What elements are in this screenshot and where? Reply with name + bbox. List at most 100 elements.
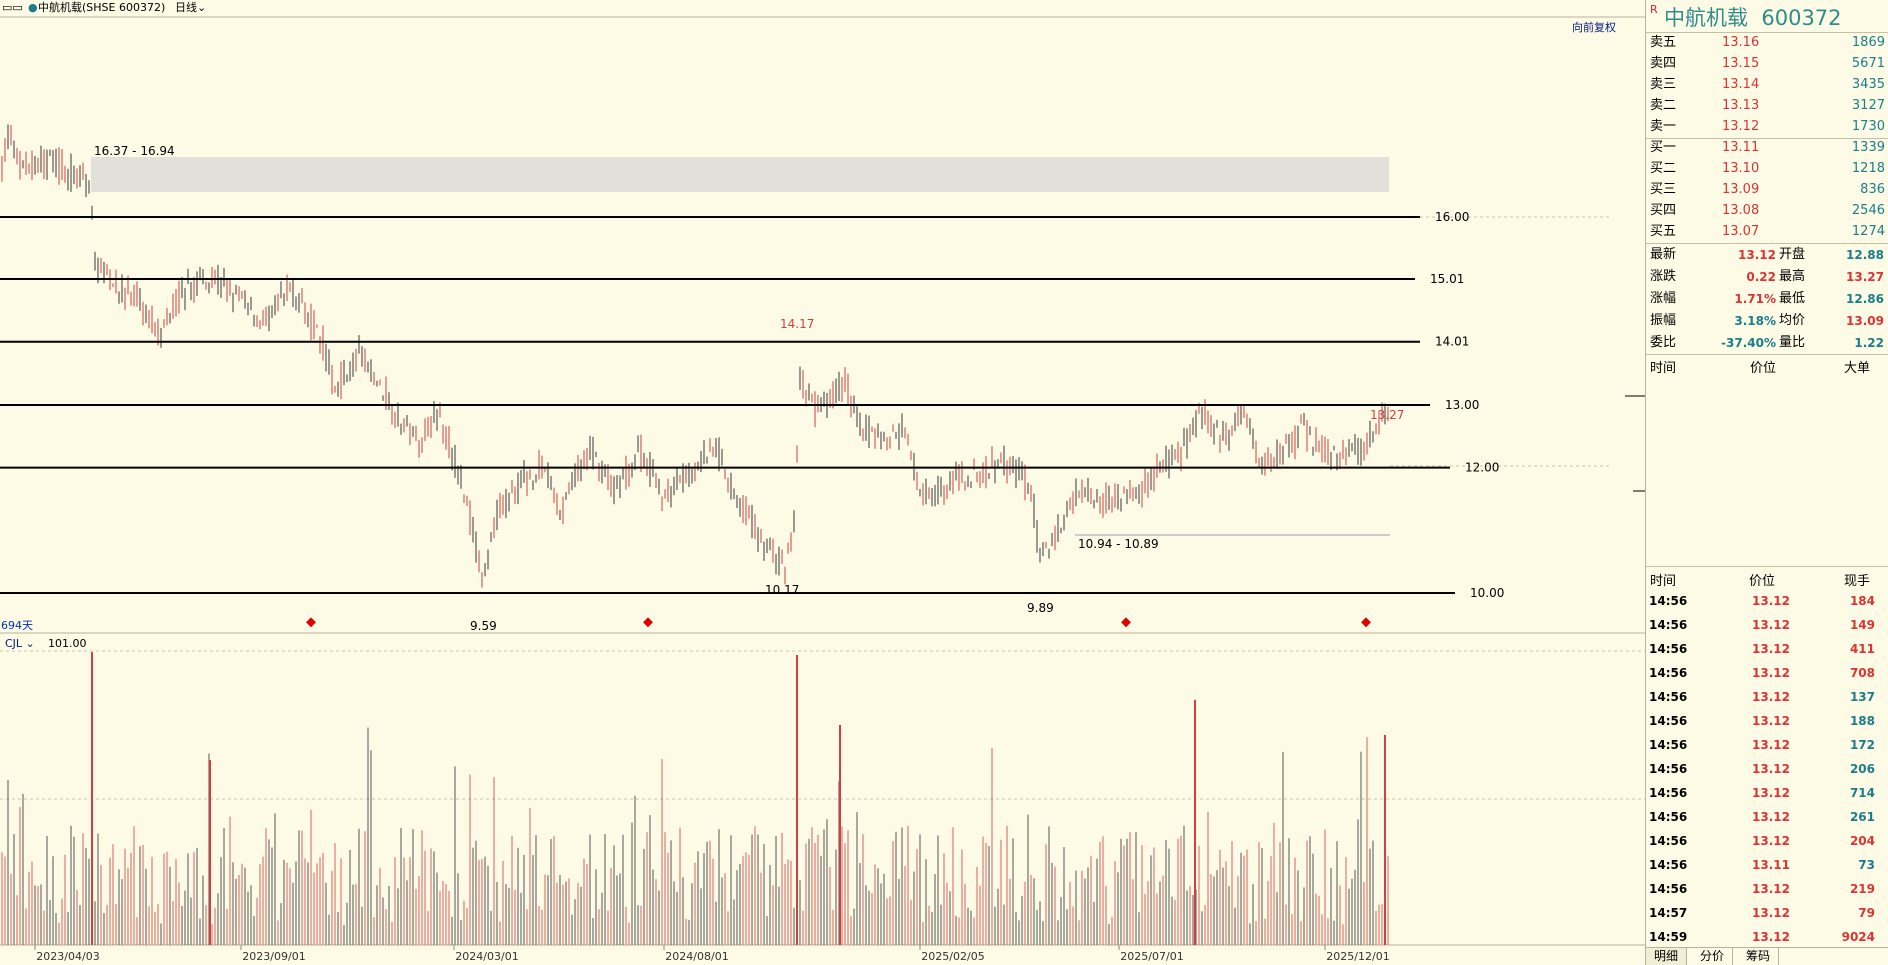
stat-label: 均价 xyxy=(1779,313,1806,328)
tick-row[interactable]: 14:56 13.12 219 xyxy=(1646,877,1888,901)
tick-price: 13.12 xyxy=(1752,786,1790,800)
level-label: 16.00 xyxy=(1435,210,1469,224)
tick-row[interactable]: 14:56 13.12 206 xyxy=(1646,757,1888,781)
tick-volume: 137 xyxy=(1849,690,1875,704)
divider xyxy=(1646,354,1888,355)
ask-row[interactable]: 卖五 13.16 1869 xyxy=(1646,32,1888,53)
stat-label: 最低 xyxy=(1779,291,1806,306)
tick-row[interactable]: 14:56 13.12 261 xyxy=(1646,805,1888,829)
price-annotation: 9.89 xyxy=(1027,601,1054,615)
bid-row[interactable]: 买五 13.07 1274 xyxy=(1646,221,1888,242)
tick-time: 14:56 xyxy=(1649,690,1688,704)
tick-header: 现手 xyxy=(1844,574,1871,589)
order-volume: 1274 xyxy=(1851,224,1885,239)
stat-row: 最新 13.12 开盘 12.88 xyxy=(1646,244,1888,266)
bid-row[interactable]: 买四 13.08 2546 xyxy=(1646,200,1888,221)
stat-row: 涨幅 1.71% 最低 12.86 xyxy=(1646,288,1888,310)
tick-price: 13.11 xyxy=(1752,858,1790,872)
price-volume-chart[interactable]: 16.00 15.01 14.01 13.00 12.00 10.00 16.37 - 1… xyxy=(0,0,1645,965)
tab-2[interactable]: 筹码 xyxy=(1738,948,1780,965)
tick-volume: 184 xyxy=(1849,594,1875,608)
stat-value: 13.27 xyxy=(1846,270,1884,284)
bid-row[interactable]: 买一 13.11 1339 xyxy=(1646,137,1888,158)
tick-volume: 708 xyxy=(1849,666,1875,680)
price-annotation: 14.17 xyxy=(780,317,814,331)
restore-button[interactable]: 向前复权 xyxy=(1572,21,1616,34)
stat-value: 12.86 xyxy=(1846,292,1884,306)
tick-price: 13.12 xyxy=(1752,714,1790,728)
status-dot-icon: ● xyxy=(28,1,38,14)
arrows-icon[interactable]: ▭▭ xyxy=(2,1,23,14)
order-label: 卖一 xyxy=(1650,119,1677,134)
price-annotation: 13.27 xyxy=(1370,408,1404,422)
stat-label: 开盘 xyxy=(1779,247,1806,262)
tick-volume: 206 xyxy=(1849,762,1875,776)
ask-row[interactable]: 卖二 13.13 3127 xyxy=(1646,95,1888,116)
chevron-down-icon: ⌄ xyxy=(197,1,207,14)
stat-value: 1.71% xyxy=(1734,292,1776,306)
x-tick-label: 2025/02/05 xyxy=(921,950,984,963)
tick-row[interactable]: 14:56 13.12 714 xyxy=(1646,781,1888,805)
tick-row[interactable]: 14:56 13.12 184 xyxy=(1646,589,1888,613)
stat-label: 量比 xyxy=(1779,335,1806,350)
order-label: 卖三 xyxy=(1650,77,1677,92)
period-select[interactable]: 日线⌄ xyxy=(175,1,207,14)
order-volume: 836 xyxy=(1860,182,1885,197)
tick-time: 14:56 xyxy=(1649,642,1688,656)
tick-row[interactable]: 14:59 13.12 9024 xyxy=(1646,925,1888,949)
tick-volume: 204 xyxy=(1849,834,1875,848)
tick-time: 14:59 xyxy=(1649,930,1688,944)
tick-row[interactable]: 14:56 13.12 204 xyxy=(1646,829,1888,853)
order-label: 买一 xyxy=(1650,140,1677,155)
chart-topbar: ▭▭ ● 中航机载(SHSE 600372) 日线⌄ xyxy=(0,0,1645,16)
quote-title: R 中航机载 600372 xyxy=(1646,0,1888,33)
stat-value: 13.12 xyxy=(1738,248,1776,262)
tick-price: 13.12 xyxy=(1752,618,1790,632)
order-price: 13.10 xyxy=(1722,161,1760,176)
tick-row[interactable]: 14:56 13.11 73 xyxy=(1646,853,1888,877)
tick-row[interactable]: 14:57 13.12 79 xyxy=(1646,901,1888,925)
tick-time: 14:56 xyxy=(1649,594,1688,608)
ask-row[interactable]: 卖四 13.15 5671 xyxy=(1646,53,1888,74)
stat-value: -37.40% xyxy=(1721,336,1776,350)
order-price: 13.08 xyxy=(1722,203,1760,218)
stat-label: 振幅 xyxy=(1650,313,1677,328)
order-label: 卖四 xyxy=(1650,56,1677,71)
days-label: 694天 xyxy=(1,619,33,632)
quote-panel: R 中航机载 600372 卖五 13.16 1869 卖四 13.15 5671 卖三 13… xyxy=(1645,0,1888,965)
tick-row[interactable]: 14:56 13.12 411 xyxy=(1646,637,1888,661)
tick-time: 14:56 xyxy=(1649,738,1688,752)
order-label: 买四 xyxy=(1650,203,1677,218)
tick-row[interactable]: 14:56 13.12 149 xyxy=(1646,613,1888,637)
stat-value: 1.22 xyxy=(1854,336,1884,350)
level-label: 14.01 xyxy=(1435,335,1469,349)
order-price: 13.13 xyxy=(1722,98,1760,113)
tick-time: 14:56 xyxy=(1649,666,1688,680)
tick-row[interactable]: 14:56 13.12 708 xyxy=(1646,661,1888,685)
tick-time: 14:56 xyxy=(1649,762,1688,776)
stock-title: 中航机载(SHSE 600372) xyxy=(38,1,166,14)
tick-time: 14:56 xyxy=(1649,858,1688,872)
tick-price: 13.12 xyxy=(1752,930,1790,944)
bid-row[interactable]: 买三 13.09 836 xyxy=(1646,179,1888,200)
price-annotation: 10.17 xyxy=(765,583,799,597)
tick-row[interactable]: 14:56 13.12 172 xyxy=(1646,733,1888,757)
chart-area[interactable]: ▭▭ ● 中航机载(SHSE 600372) 日线⌄ 向前复权 16.00 15.… xyxy=(0,0,1645,965)
tick-volume: 9024 xyxy=(1841,930,1875,944)
bid-row[interactable]: 买二 13.10 1218 xyxy=(1646,158,1888,179)
ask-row[interactable]: 卖一 13.12 1730 xyxy=(1646,116,1888,137)
ask-row[interactable]: 卖三 13.14 3435 xyxy=(1646,74,1888,95)
tick-time: 14:56 xyxy=(1649,618,1688,632)
order-price: 13.16 xyxy=(1722,35,1760,50)
x-tick-label: 2024/03/01 xyxy=(455,950,518,963)
stat-label: 涨跌 xyxy=(1650,269,1677,284)
tab-1[interactable]: 分价 xyxy=(1692,948,1734,965)
tick-row[interactable]: 14:56 13.12 188 xyxy=(1646,709,1888,733)
divider xyxy=(1646,243,1888,244)
tick-row[interactable]: 14:56 13.12 137 xyxy=(1646,685,1888,709)
tab-0[interactable]: 明细 xyxy=(1646,948,1688,965)
order-volume: 1730 xyxy=(1851,119,1885,134)
tick-time: 14:56 xyxy=(1649,834,1688,848)
tick-volume: 149 xyxy=(1849,618,1875,632)
tick-volume: 411 xyxy=(1849,642,1875,656)
